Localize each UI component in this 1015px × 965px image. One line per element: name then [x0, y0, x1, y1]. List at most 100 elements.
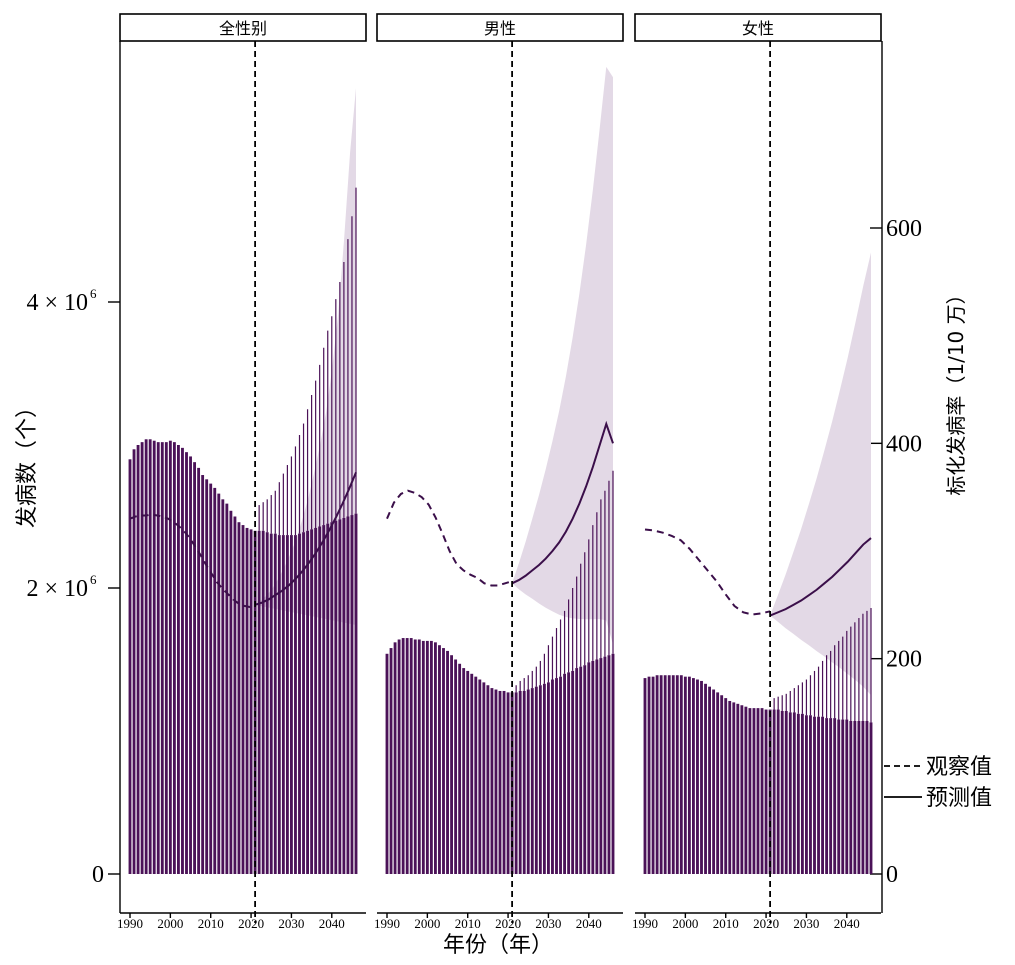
- case-bar: [474, 676, 478, 874]
- case-bar: [792, 712, 796, 874]
- case-bar: [712, 689, 716, 874]
- case-bar: [221, 499, 225, 874]
- case-bar: [421, 640, 425, 874]
- case-bar: [241, 525, 245, 874]
- case-bar: [716, 692, 720, 874]
- rate-line-observed: [129, 513, 256, 609]
- case-bar: [458, 663, 462, 874]
- case-bar: [599, 658, 603, 874]
- case-bar: [837, 719, 841, 874]
- x-tick-label: 2010: [455, 916, 481, 931]
- case-bar: [310, 529, 314, 874]
- confidence-band: [512, 66, 613, 645]
- rate-line-predicted: [769, 537, 872, 617]
- panel-strip: [119, 13, 367, 42]
- x-tick-label: 2010: [198, 916, 224, 931]
- case-bar: [164, 442, 168, 874]
- case-bar: [506, 692, 510, 874]
- case-bar: [466, 670, 470, 874]
- x-tick-label: 1990: [632, 916, 658, 931]
- y-axis-title-left: 发病数（个）: [15, 396, 40, 528]
- case-bar: [189, 456, 192, 874]
- case-bar: [213, 487, 217, 874]
- case-bar: [744, 706, 748, 874]
- panel-1: 男性 1990 2000 2010 2020 2030 2040: [374, 13, 624, 931]
- case-bar: [494, 689, 498, 874]
- case-bar: [708, 686, 711, 874]
- case-bar: [805, 715, 808, 874]
- case-bar: [853, 720, 857, 874]
- case-bar: [298, 533, 301, 874]
- case-bar: [132, 449, 136, 874]
- case-bar: [809, 715, 812, 874]
- case-bar: [551, 679, 554, 874]
- panel-strip-label: 全性别: [219, 19, 267, 38]
- y-left-tick-label: 2 × 10: [26, 576, 88, 602]
- case-bar: [752, 708, 756, 874]
- case-bar: [603, 656, 607, 874]
- case-bar: [486, 685, 490, 874]
- case-bar: [784, 710, 788, 874]
- x-tick-label: 2000: [157, 916, 183, 931]
- case-bar: [417, 639, 421, 874]
- x-tick-label: 2040: [319, 916, 345, 931]
- legend-predicted-label: 预测值: [926, 786, 992, 811]
- case-bar: [334, 520, 338, 874]
- case-bar: [160, 442, 164, 874]
- y-right-tick-label: 0: [886, 862, 898, 888]
- case-bar: [788, 712, 792, 874]
- case-bar: [273, 533, 277, 874]
- case-bar: [696, 679, 699, 874]
- case-bar: [450, 655, 453, 874]
- case-bar: [181, 447, 184, 874]
- case-bar: [261, 530, 265, 874]
- panel-strip-label: 女性: [742, 19, 774, 38]
- case-bar: [780, 710, 784, 874]
- case-bar: [342, 517, 346, 874]
- case-bar: [249, 529, 253, 874]
- case-bar: [861, 720, 865, 874]
- case-bar: [687, 676, 691, 874]
- x-tick-label: 2000: [672, 916, 698, 931]
- case-bar: [700, 680, 703, 874]
- case-bar: [269, 533, 273, 874]
- case-bar: [281, 535, 285, 874]
- case-bar: [679, 675, 683, 874]
- y-axis-title-right: 标化发病率（1/10 万）: [944, 284, 968, 495]
- case-bar: [772, 709, 776, 874]
- case-bar: [595, 659, 599, 874]
- case-bar: [326, 523, 330, 874]
- case-bar: [470, 673, 474, 874]
- case-bar: [350, 515, 354, 874]
- y-left-tick-label-exponent: 6: [90, 572, 97, 587]
- y-right-tick-label: 200: [886, 647, 922, 673]
- case-bar: [425, 640, 429, 874]
- case-bar: [817, 716, 820, 874]
- x-tick-label: 2030: [535, 916, 561, 931]
- case-bar: [724, 698, 728, 874]
- case-bar: [237, 522, 241, 874]
- y-left-tick-label-exponent: 6: [90, 286, 97, 301]
- case-bar: [177, 445, 180, 874]
- case-bar: [502, 690, 506, 874]
- case-bar: [168, 440, 172, 874]
- case-bar: [156, 442, 160, 874]
- case-bar: [538, 685, 542, 874]
- case-bar: [277, 535, 281, 874]
- case-bar: [446, 650, 449, 874]
- case-bar: [776, 709, 780, 874]
- case-bar: [140, 442, 144, 874]
- case-bar: [567, 672, 571, 874]
- case-bar: [338, 519, 342, 874]
- case-bar: [522, 690, 526, 874]
- case-bar: [201, 475, 205, 874]
- case-bar: [393, 642, 397, 874]
- x-tick-label: 2020: [495, 916, 521, 931]
- panel-strip: [634, 13, 882, 42]
- case-bar: [482, 682, 486, 874]
- annotation-layer: 发病数（个） 标化发病率（1/10 万） 年份（年） 观察值 预测值: [15, 284, 992, 958]
- x-tick-label: 2040: [576, 916, 602, 931]
- case-bar: [413, 639, 417, 874]
- case-bar: [530, 688, 534, 874]
- case-bar: [346, 516, 350, 874]
